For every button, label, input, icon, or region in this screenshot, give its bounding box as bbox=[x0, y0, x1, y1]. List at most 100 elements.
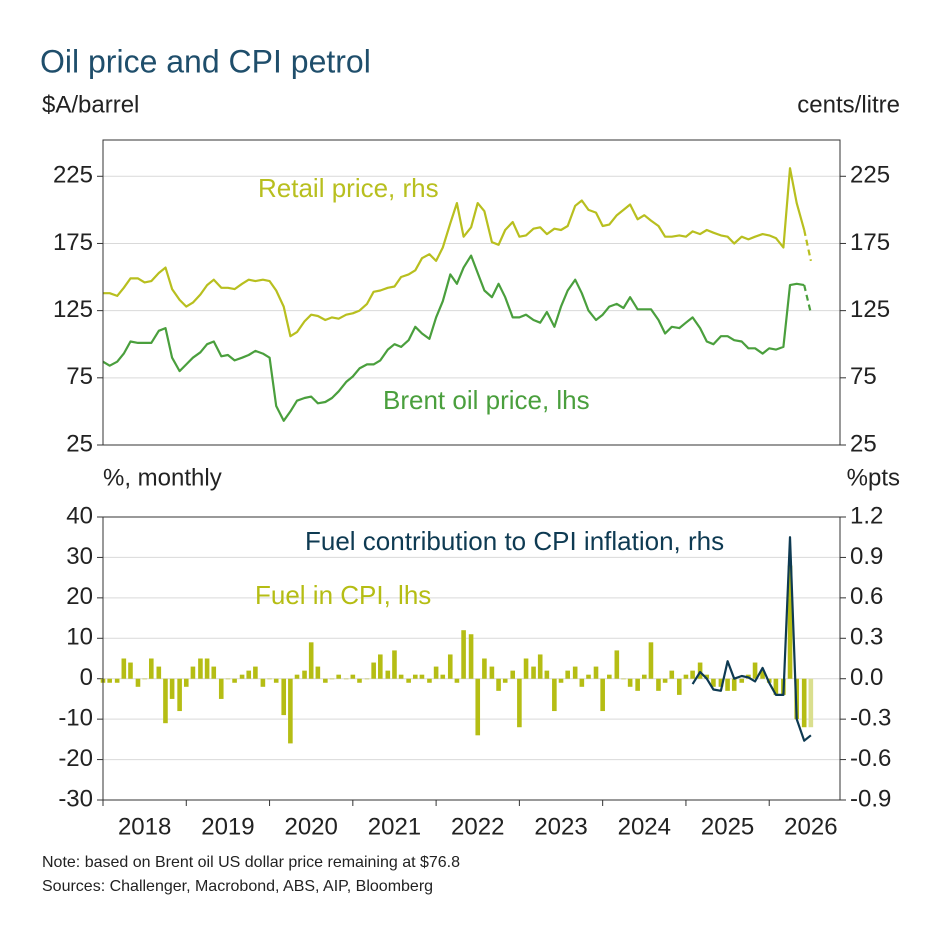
bar bbox=[419, 674, 425, 679]
y-tick-label: 10 bbox=[66, 624, 93, 651]
y-tick-label: 225 bbox=[53, 162, 93, 189]
bar bbox=[752, 662, 758, 679]
bar bbox=[281, 678, 287, 716]
line bbox=[102, 254, 805, 422]
bar bbox=[239, 674, 245, 679]
y2-tick-label: -0.6 bbox=[850, 745, 891, 772]
bar bbox=[357, 678, 362, 683]
bar bbox=[232, 678, 237, 683]
bar bbox=[385, 670, 391, 679]
bar bbox=[614, 650, 620, 679]
bar bbox=[121, 658, 127, 679]
y-tick-label: -10 bbox=[58, 704, 93, 731]
bar bbox=[669, 670, 675, 679]
bar bbox=[635, 678, 640, 691]
bar bbox=[433, 666, 439, 679]
bar bbox=[454, 678, 460, 683]
y-axis-label: %, monthly bbox=[103, 464, 222, 491]
y2-tick-label: 25 bbox=[850, 430, 877, 457]
bar bbox=[607, 674, 612, 679]
bar bbox=[343, 678, 349, 680]
bar bbox=[128, 662, 133, 679]
bar bbox=[496, 678, 501, 691]
bar bbox=[648, 642, 654, 679]
x-tick-label: 2024 bbox=[618, 813, 671, 840]
y2-tick-label: -0.3 bbox=[850, 704, 891, 731]
bar bbox=[302, 670, 307, 679]
bar bbox=[169, 678, 175, 699]
bar bbox=[656, 678, 661, 691]
bar bbox=[350, 674, 356, 679]
bar bbox=[572, 666, 578, 679]
bar bbox=[204, 658, 210, 679]
series-label: Fuel in CPI, lhs bbox=[255, 580, 431, 610]
bar bbox=[142, 678, 147, 680]
bar bbox=[440, 674, 446, 679]
line-forecast bbox=[803, 229, 812, 262]
bar bbox=[211, 666, 217, 679]
bar bbox=[731, 678, 737, 691]
bar bbox=[149, 658, 154, 679]
plot-frame bbox=[102, 516, 841, 801]
bar bbox=[412, 674, 418, 679]
bar bbox=[461, 630, 466, 679]
y-tick-label: -20 bbox=[58, 745, 93, 772]
line bbox=[691, 536, 812, 742]
x-tick-label: 2019 bbox=[201, 813, 254, 840]
bar bbox=[600, 678, 605, 712]
plot-frame bbox=[102, 139, 841, 446]
bar bbox=[156, 666, 162, 679]
bar bbox=[427, 678, 432, 683]
bar bbox=[676, 678, 682, 695]
chart-title: Oil price and CPI petrol bbox=[40, 43, 371, 79]
bar bbox=[683, 674, 689, 679]
bar bbox=[183, 678, 189, 687]
bar bbox=[260, 678, 266, 687]
bar bbox=[253, 666, 258, 679]
bar bbox=[523, 658, 529, 679]
bar bbox=[406, 678, 411, 683]
bar bbox=[641, 674, 647, 679]
bar bbox=[808, 678, 814, 728]
y-tick-label: 40 bbox=[66, 502, 93, 529]
bar bbox=[190, 666, 196, 679]
bar bbox=[336, 674, 341, 679]
bar bbox=[565, 670, 570, 679]
bar bbox=[627, 678, 633, 687]
bar bbox=[398, 674, 404, 679]
bar bbox=[468, 634, 474, 679]
y2-tick-label: 0.6 bbox=[850, 583, 883, 610]
source: Sources: Challenger, Macrobond, ABS, AIP… bbox=[42, 878, 433, 895]
bar bbox=[510, 670, 516, 679]
y2-tick-label: 0.0 bbox=[850, 664, 883, 691]
bar bbox=[163, 678, 168, 724]
bar bbox=[586, 674, 591, 679]
y2-tick-label: 0.3 bbox=[850, 624, 883, 651]
bar bbox=[711, 678, 716, 687]
bar bbox=[739, 678, 745, 683]
bar bbox=[308, 642, 314, 679]
bar bbox=[502, 678, 508, 683]
x-tick-label: 2025 bbox=[701, 813, 754, 840]
bar bbox=[329, 678, 335, 680]
bar bbox=[135, 678, 141, 687]
bar bbox=[621, 678, 626, 680]
bar bbox=[371, 662, 376, 679]
bar bbox=[690, 670, 695, 679]
bar bbox=[392, 650, 397, 679]
bar bbox=[475, 678, 481, 736]
x-tick-label: 2022 bbox=[451, 813, 504, 840]
y2-axis-label: cents/litre bbox=[797, 91, 900, 118]
bar bbox=[364, 678, 370, 680]
y-tick-label: -30 bbox=[58, 785, 93, 812]
bar bbox=[760, 670, 765, 679]
note: Note: based on Brent oil US dollar price… bbox=[42, 854, 460, 871]
bar bbox=[225, 678, 231, 680]
bar bbox=[517, 678, 522, 728]
y-tick-label: 125 bbox=[53, 296, 93, 323]
bar bbox=[787, 565, 793, 679]
bar bbox=[114, 678, 120, 683]
bar bbox=[773, 678, 779, 695]
bar bbox=[725, 678, 730, 691]
y2-tick-label: 175 bbox=[850, 229, 890, 256]
